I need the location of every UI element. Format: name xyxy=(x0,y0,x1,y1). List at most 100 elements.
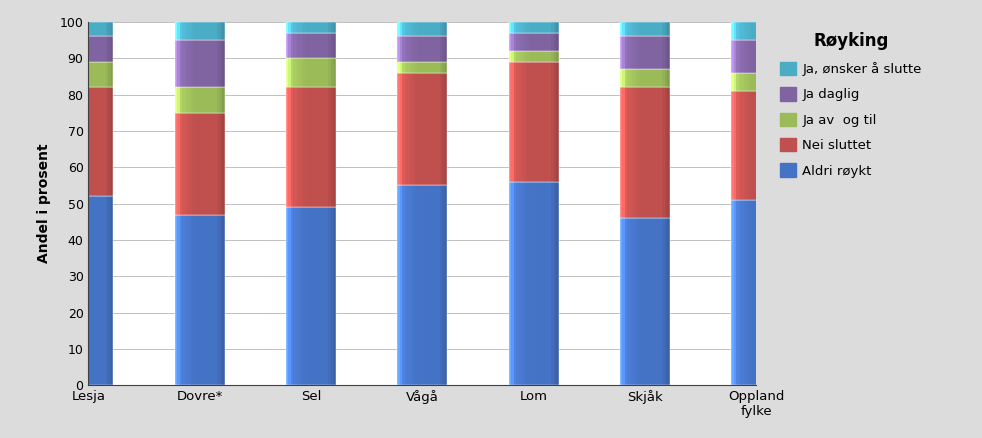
Bar xyxy=(748,91,751,200)
Bar xyxy=(204,113,207,215)
Bar xyxy=(546,62,549,182)
Bar xyxy=(652,69,655,87)
Bar xyxy=(403,36,405,62)
Bar xyxy=(427,36,430,62)
Bar xyxy=(316,58,318,87)
Bar xyxy=(303,58,306,87)
Bar xyxy=(779,40,782,73)
Bar xyxy=(625,22,627,36)
Bar xyxy=(212,22,215,40)
Bar xyxy=(63,87,113,196)
Bar xyxy=(210,215,212,385)
Bar xyxy=(85,22,88,36)
Bar xyxy=(79,36,81,62)
Bar xyxy=(516,33,518,51)
Bar xyxy=(222,22,225,40)
Bar xyxy=(531,62,533,182)
Bar xyxy=(308,22,311,33)
Bar xyxy=(521,33,523,51)
Bar xyxy=(197,87,199,113)
Bar xyxy=(318,33,321,58)
Bar xyxy=(442,62,445,73)
Bar xyxy=(182,215,185,385)
Bar xyxy=(544,33,546,51)
Bar xyxy=(642,87,645,218)
Bar xyxy=(432,186,435,385)
Bar xyxy=(85,62,88,87)
Bar xyxy=(511,62,514,182)
Bar xyxy=(217,113,220,215)
Bar xyxy=(736,40,738,73)
Bar xyxy=(637,22,640,36)
Bar xyxy=(111,62,113,87)
Bar xyxy=(509,33,559,51)
Bar xyxy=(627,22,629,36)
Bar xyxy=(188,113,190,215)
Bar xyxy=(286,22,289,33)
Bar xyxy=(432,73,435,186)
Bar xyxy=(308,33,311,58)
Bar xyxy=(403,62,405,73)
Bar xyxy=(331,87,334,207)
Bar xyxy=(623,218,625,385)
Bar xyxy=(177,40,180,87)
Bar xyxy=(761,73,764,91)
Bar xyxy=(771,200,774,385)
Bar xyxy=(180,87,182,113)
Bar xyxy=(551,182,554,385)
Bar xyxy=(202,40,204,87)
Bar xyxy=(417,186,419,385)
Bar xyxy=(182,22,185,40)
Bar xyxy=(403,73,405,186)
Bar xyxy=(655,87,657,218)
Bar xyxy=(321,87,323,207)
Bar xyxy=(551,51,554,62)
Bar xyxy=(551,62,554,182)
Bar xyxy=(511,22,514,33)
Bar xyxy=(397,73,400,186)
Bar xyxy=(331,22,334,33)
Bar xyxy=(422,36,425,62)
Bar xyxy=(405,62,408,73)
Bar xyxy=(69,196,71,385)
Bar xyxy=(101,36,103,62)
Bar xyxy=(435,73,437,186)
Bar xyxy=(665,87,668,218)
Bar xyxy=(88,87,91,196)
Bar xyxy=(215,87,217,113)
Bar xyxy=(405,36,408,62)
Bar xyxy=(731,91,781,200)
Bar xyxy=(323,207,326,385)
Bar xyxy=(528,62,531,182)
Bar xyxy=(91,87,93,196)
Bar xyxy=(79,62,81,87)
Bar xyxy=(637,218,640,385)
Bar xyxy=(623,36,625,69)
Bar xyxy=(294,207,296,385)
Bar xyxy=(731,40,734,73)
Bar xyxy=(637,36,640,69)
Bar xyxy=(533,182,536,385)
Bar xyxy=(291,87,294,207)
Bar xyxy=(632,69,634,87)
Bar xyxy=(518,33,521,51)
Bar xyxy=(736,73,738,91)
Bar xyxy=(620,36,623,69)
Bar xyxy=(437,186,440,385)
Bar xyxy=(192,87,194,113)
Bar xyxy=(756,73,759,91)
Bar xyxy=(414,36,417,62)
Bar xyxy=(326,22,329,33)
Bar xyxy=(71,36,74,62)
Bar xyxy=(108,87,111,196)
Bar xyxy=(329,58,331,87)
Bar xyxy=(642,36,645,69)
Bar xyxy=(294,58,296,87)
Bar xyxy=(632,22,634,36)
Bar xyxy=(400,186,403,385)
Bar xyxy=(623,22,625,36)
Bar xyxy=(311,22,313,33)
Bar xyxy=(331,33,334,58)
Bar xyxy=(538,51,541,62)
Bar xyxy=(766,40,769,73)
